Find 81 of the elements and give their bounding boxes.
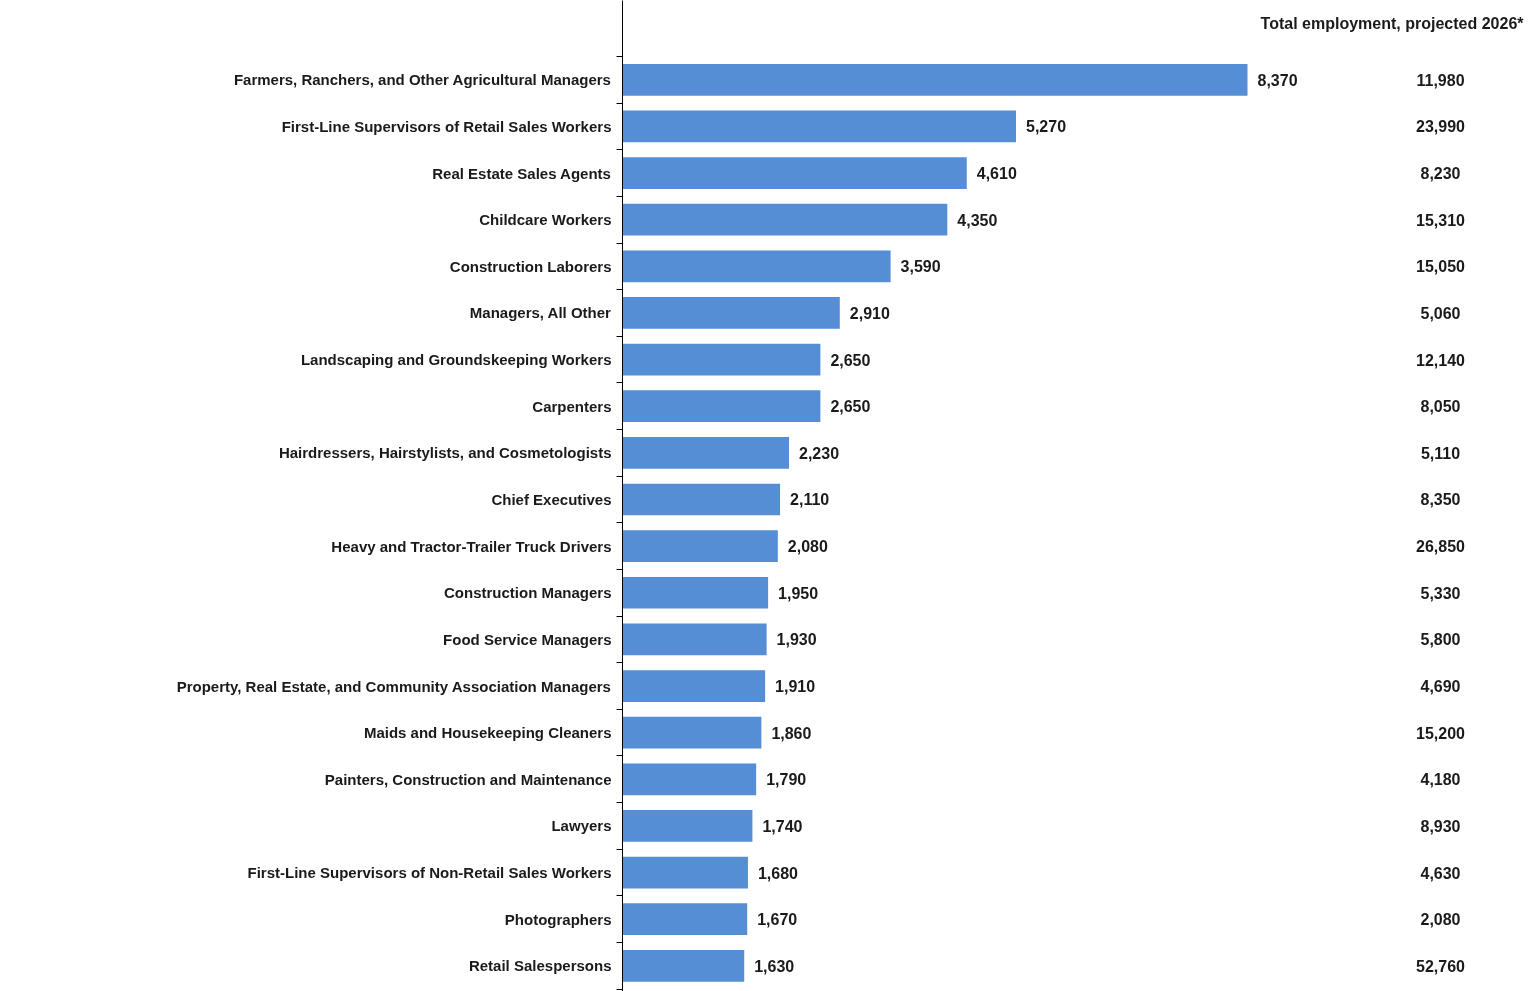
y-tick-label: First-Line Supervisors of Retail Sales Workers <box>281 117 612 135</box>
y-tick-label: Construction Laborers <box>449 257 612 275</box>
text: 4,690 <box>1420 678 1461 696</box>
text: 15,050 <box>1416 258 1466 276</box>
y-tick-label: Photographers <box>504 910 612 928</box>
bar <box>622 949 745 982</box>
y-tick-label: Hairdressers, Hairstylists, and Cosmetologists <box>278 444 612 462</box>
bar <box>622 903 748 936</box>
text: 26,850 <box>1416 538 1466 556</box>
bar <box>622 343 821 376</box>
bar <box>622 763 757 796</box>
y-tick-label: Farmers, Ranchers, and Other Agricultural Managers <box>233 71 611 89</box>
data-label: 1,670 <box>757 911 798 929</box>
text: 4,180 <box>1420 771 1461 789</box>
data-label: 3,590 <box>900 258 941 276</box>
data-label: 4,350 <box>957 211 998 229</box>
data-label: 1,910 <box>775 678 816 696</box>
data-label: 1,950 <box>778 584 819 602</box>
bar <box>622 250 891 283</box>
bar <box>622 297 840 329</box>
text: 8,230 <box>1420 165 1461 183</box>
data-label: 2,110 <box>790 491 830 509</box>
bar <box>622 810 753 842</box>
data-label: 2,080 <box>787 538 828 556</box>
bar <box>622 530 778 562</box>
y-tick-label: Lawyers <box>551 817 612 835</box>
data-label: 2,910 <box>849 304 890 322</box>
data-label: 5,270 <box>1026 118 1067 136</box>
y-tick-label: Chief Executives <box>491 491 612 508</box>
bar <box>622 716 762 749</box>
y-tick-label: Managers, All Other <box>469 304 612 322</box>
bar <box>622 110 1017 143</box>
text: 11,980 <box>1416 71 1465 89</box>
data-label: 1,860 <box>771 724 812 742</box>
bar <box>622 576 769 609</box>
y-tick-label: First-Line Supervisors of Non-Retail Sales Workers <box>247 864 612 882</box>
data-label: 1,740 <box>762 817 803 835</box>
data-label: 1,790 <box>766 771 807 789</box>
text: Total employment, projected 2026* <box>1260 15 1525 33</box>
bar <box>622 483 781 516</box>
data-label: 1,680 <box>757 864 799 882</box>
data-label: 4,610 <box>976 165 1017 183</box>
text: 15,200 <box>1416 724 1466 742</box>
text: 8,050 <box>1420 398 1461 416</box>
text: 5,800 <box>1420 631 1461 649</box>
y-tick-label: Construction Managers <box>443 584 612 602</box>
y-tick-label: Carpenters <box>532 397 612 415</box>
data-label: 2,650 <box>830 398 871 416</box>
y-tick-label: Childcare Workers <box>479 211 612 229</box>
bar <box>622 670 766 702</box>
data-label: 2,230 <box>799 444 840 462</box>
bar <box>622 157 967 189</box>
y-tick-label: Property, Real Estate, and Community Association Managers <box>176 677 611 695</box>
text: 2,080 <box>1420 911 1461 929</box>
y-tick-label: Painters, Construction and Maintenance <box>324 770 612 788</box>
text: 4,630 <box>1420 864 1461 882</box>
bar <box>622 203 948 236</box>
bar <box>622 390 821 423</box>
y-tick-label: Retail Salespersons <box>468 957 612 975</box>
y-tick-label: Real Estate Sales Agents <box>432 164 611 182</box>
text: 5,060 <box>1420 304 1461 322</box>
text: 5,330 <box>1420 584 1461 602</box>
bar <box>622 623 767 656</box>
text: 52,760 <box>1416 957 1466 975</box>
text: 23,990 <box>1416 118 1466 136</box>
data-label: 8,370 <box>1257 71 1298 89</box>
text: 12,140 <box>1416 351 1466 369</box>
y-tick-label: Heavy and Tractor-Trailer Truck Drivers <box>331 537 612 555</box>
text: 5,110 <box>1420 444 1461 462</box>
bar <box>622 437 790 469</box>
y-tick-label: Food Service Managers <box>443 630 612 648</box>
data-label: 2,650 <box>830 351 871 369</box>
data-label: 1,630 <box>754 957 795 975</box>
text: 8,350 <box>1420 491 1461 509</box>
bar <box>622 63 1248 96</box>
data-label: 1,930 <box>776 631 817 649</box>
bar <box>622 856 748 889</box>
text: 8,930 <box>1420 817 1461 835</box>
y-tick-label: Maids and Housekeeping Cleaners <box>363 724 612 742</box>
y-tick-label: Landscaping and Groundskeeping Workers <box>300 351 612 369</box>
text: 15,310 <box>1416 211 1466 229</box>
